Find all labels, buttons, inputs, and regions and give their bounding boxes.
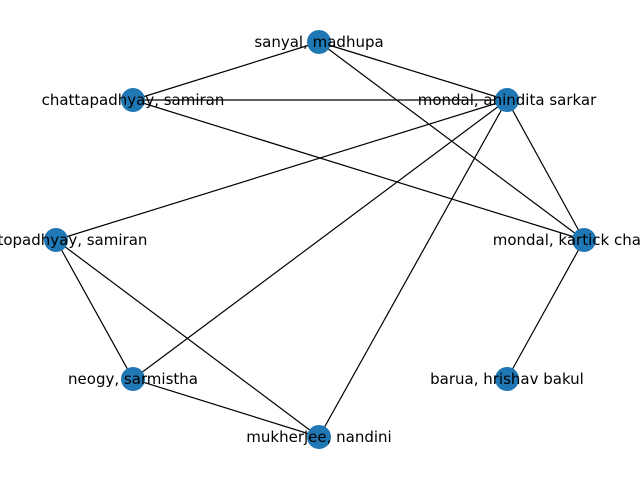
edge-mondal_a-chatt2	[55, 99, 508, 241]
node-label-chatt: chattapadhyay, samiran	[42, 91, 225, 109]
node-mukherjee	[307, 425, 331, 449]
edge-layer	[55, 41, 585, 438]
node-label-mondal_a: mondal, anindita sarkar	[418, 91, 597, 109]
node-neogy	[121, 367, 145, 391]
node-mondal_a	[495, 88, 519, 112]
edge-mondal_a-mondal_k	[506, 99, 585, 241]
node-chatt	[121, 88, 145, 112]
node-sanyal	[307, 30, 331, 54]
node-label-barua: barua, hrishav bakul	[430, 370, 584, 388]
edge-chatt-mondal_k	[132, 99, 585, 241]
node-chatt2	[44, 228, 68, 252]
node-label-mondal_k: mondal, kartick chandra	[493, 231, 640, 249]
edge-sanyal-chatt	[132, 41, 320, 101]
edge-neogy-mukherjee	[132, 378, 320, 438]
node-layer	[44, 30, 596, 449]
edge-sanyal-mondal_a	[318, 41, 508, 101]
node-label-neogy: neogy, sarmistha	[68, 370, 198, 388]
label-layer: sanyal, madhupa mondal, anindita sarkar ch…	[0, 33, 640, 446]
node-mondal_k	[572, 228, 596, 252]
edge-mondal_k-barua	[506, 239, 585, 380]
node-barua	[495, 367, 519, 391]
edge-chatt2-neogy	[55, 239, 134, 380]
edge-mondal_a-mukherjee	[318, 99, 508, 438]
node-label-chatt2: chattopadhyay, samiran	[0, 231, 147, 249]
node-label-mukherjee: mukherjee, nandini	[246, 428, 391, 446]
edge-mondal_a-neogy	[132, 99, 508, 380]
edge-chatt2-mukherjee	[55, 239, 320, 438]
node-label-sanyal: sanyal, madhupa	[254, 33, 383, 51]
